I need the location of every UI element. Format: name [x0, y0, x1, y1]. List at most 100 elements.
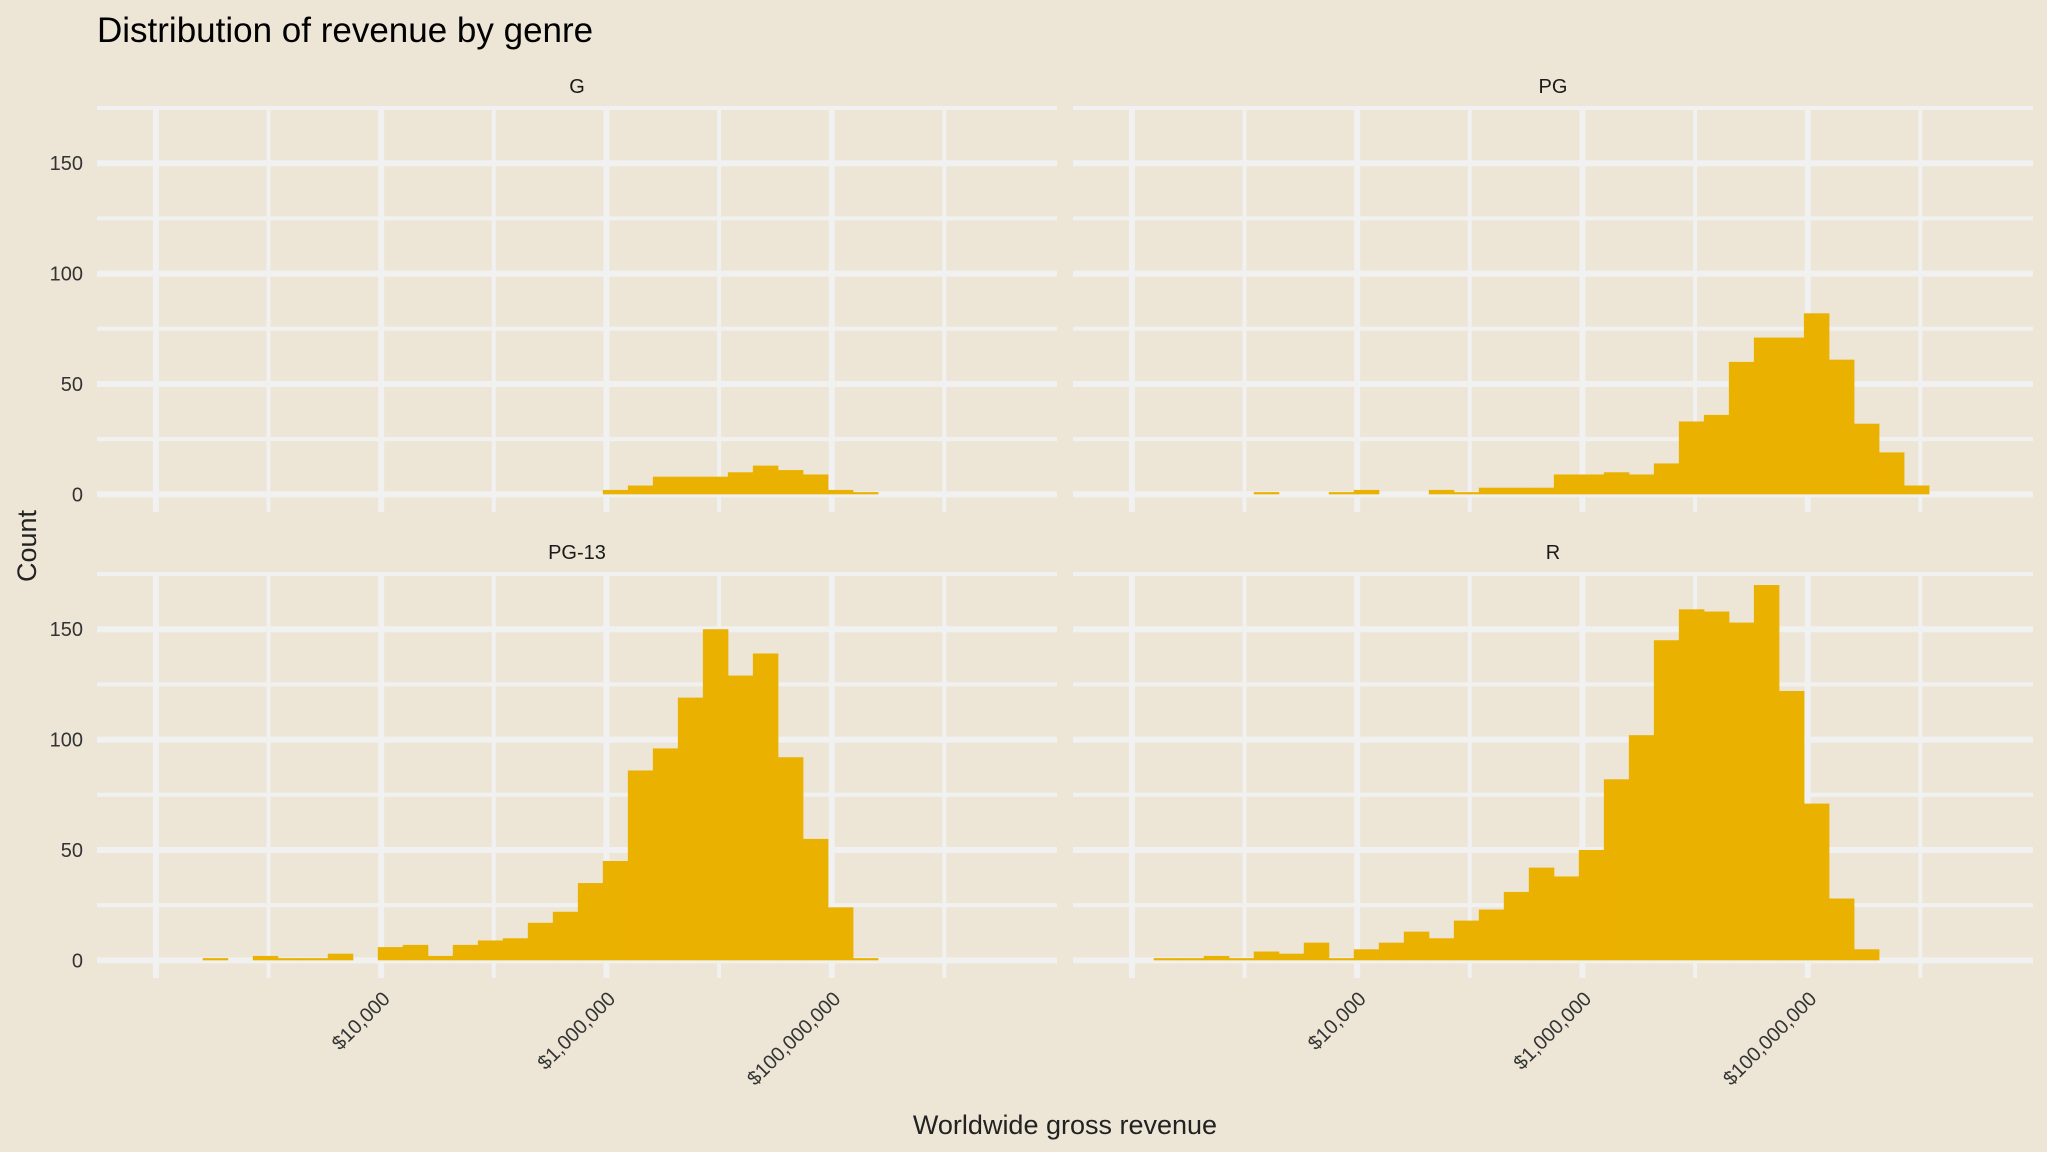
histogram-bar [752, 465, 779, 495]
chart-title: Distribution of revenue by genre [97, 11, 593, 50]
histogram-bar [677, 476, 704, 495]
facet-panel: G 0 50 100 150 [50, 76, 1057, 512]
histogram-bar [827, 489, 854, 495]
histogram-bar [1503, 487, 1530, 495]
histogram-bar [327, 953, 354, 961]
histogram-bar [1178, 958, 1205, 961]
histogram-bar [1553, 474, 1580, 495]
histogram-bar [727, 675, 754, 961]
histogram-bar [277, 958, 304, 961]
histogram-bar [202, 958, 229, 961]
histogram-bar [1503, 891, 1530, 961]
x-axis-label: Worldwide gross revenue [913, 1110, 1217, 1140]
histogram-bar [477, 940, 504, 961]
histogram-bar [527, 922, 554, 961]
histogram-bar [1378, 942, 1405, 961]
facet-strip-label: PG [1539, 76, 1568, 98]
histogram-bar [1203, 955, 1230, 961]
histogram-bar [1303, 942, 1330, 961]
histogram-bar [627, 485, 654, 495]
histogram-bar [1853, 423, 1880, 495]
y-tick-label: 50 [61, 840, 83, 862]
histogram-bar [1903, 485, 1930, 495]
histogram-bar [652, 476, 679, 495]
histogram-bar [752, 653, 779, 961]
y-tick-label: 150 [50, 153, 83, 175]
y-tick-label: 50 [61, 374, 83, 396]
histogram-bar [602, 489, 629, 495]
y-tick-label: 0 [72, 950, 83, 972]
histogram-bar [802, 474, 829, 495]
histogram-bar [1478, 909, 1505, 961]
histogram-bar [652, 748, 679, 961]
histogram-bar [727, 472, 754, 495]
histogram-bar [302, 958, 329, 961]
histogram-bar [1628, 474, 1655, 495]
y-tick-label: 100 [50, 730, 83, 752]
histogram-bar [1653, 463, 1680, 495]
histogram-bar [827, 907, 854, 961]
histogram-bar [1253, 492, 1280, 495]
histogram-bar [802, 838, 829, 961]
histogram-bar [252, 955, 279, 961]
histogram-bar [1678, 421, 1705, 495]
histogram-bar [1678, 609, 1705, 961]
histogram-bar [1728, 622, 1755, 961]
histogram-bar [1153, 958, 1180, 961]
histogram-bar [1803, 803, 1830, 961]
histogram-bar [1628, 735, 1655, 961]
histogram-bar [1453, 492, 1480, 495]
histogram-bar [1528, 867, 1555, 961]
histogram-bar [1653, 640, 1680, 961]
y-tick-label: 100 [50, 264, 83, 286]
histogram-bar [1253, 951, 1280, 961]
histogram-bar [1578, 474, 1605, 495]
histogram-bar [1778, 337, 1805, 495]
histogram-bar [502, 938, 529, 961]
histogram-bar [627, 770, 654, 961]
histogram-bar [1403, 931, 1430, 961]
histogram-bar [1603, 472, 1630, 495]
histogram-bar [1228, 958, 1255, 961]
histogram-bar [1828, 359, 1855, 495]
histogram-bar [1578, 849, 1605, 961]
facet-strip-label: G [569, 76, 585, 98]
histogram-bar [602, 860, 629, 961]
facet-panel: R$10,000 $1,000,000 $100,000,000 [1073, 542, 2033, 1090]
histogram-bar [1753, 337, 1780, 495]
histogram-bar [452, 944, 479, 961]
histogram-bar [677, 697, 704, 961]
histogram-bar [1278, 953, 1305, 961]
histogram-bar [1428, 489, 1455, 495]
histogram-bar [1803, 313, 1830, 495]
histogram-bar [377, 947, 404, 961]
histogram-bar [427, 955, 454, 961]
histogram-bar [1353, 489, 1380, 495]
histogram-bar [1878, 452, 1905, 495]
histogram-bar [552, 911, 579, 961]
histogram-bar [1553, 876, 1580, 961]
histogram-bar [1853, 949, 1880, 961]
histogram-bar [1428, 938, 1455, 961]
histogram-bar [777, 470, 804, 495]
histogram-bar [1753, 585, 1780, 961]
histogram-bar [702, 476, 729, 495]
facet-strip-label: R [1546, 542, 1560, 564]
histogram-bar [1728, 361, 1755, 495]
histogram-bar [702, 629, 729, 961]
histogram-bar [1328, 958, 1355, 961]
histogram-bar [1703, 611, 1730, 961]
histogram-bar [1703, 414, 1730, 495]
histogram-bar [577, 883, 604, 961]
histogram-bar [1328, 492, 1355, 495]
histogram-bar [1528, 487, 1555, 495]
y-axis-label: Count [12, 509, 42, 582]
histogram-bar [402, 944, 429, 961]
histogram-bar [1828, 898, 1855, 961]
facet-panel: PG [1073, 76, 2033, 512]
y-tick-label: 0 [72, 484, 83, 506]
histogram-bar [1778, 691, 1805, 961]
histogram-bar [852, 958, 879, 961]
histogram-bar [1353, 949, 1380, 961]
